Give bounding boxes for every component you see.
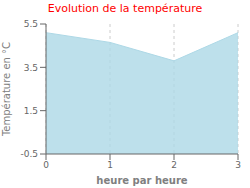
svg-text:-0.5: -0.5 (20, 149, 38, 159)
html-text:Evolution de la température: Evolution de la température (47, 2, 203, 15)
svg-text:1: 1 (107, 160, 113, 170)
svg-text:3.5: 3.5 (24, 63, 38, 73)
svg-text:3: 3 (235, 160, 241, 170)
svg-text:2: 2 (171, 160, 177, 170)
svg-text:0: 0 (43, 160, 49, 170)
svg-text:heure par heure: heure par heure (96, 175, 187, 186)
svg-text:1.5: 1.5 (24, 106, 38, 116)
svg-text:Température en °C: Température en °C (8, 42, 12, 137)
svg-text:5.5: 5.5 (24, 19, 38, 29)
